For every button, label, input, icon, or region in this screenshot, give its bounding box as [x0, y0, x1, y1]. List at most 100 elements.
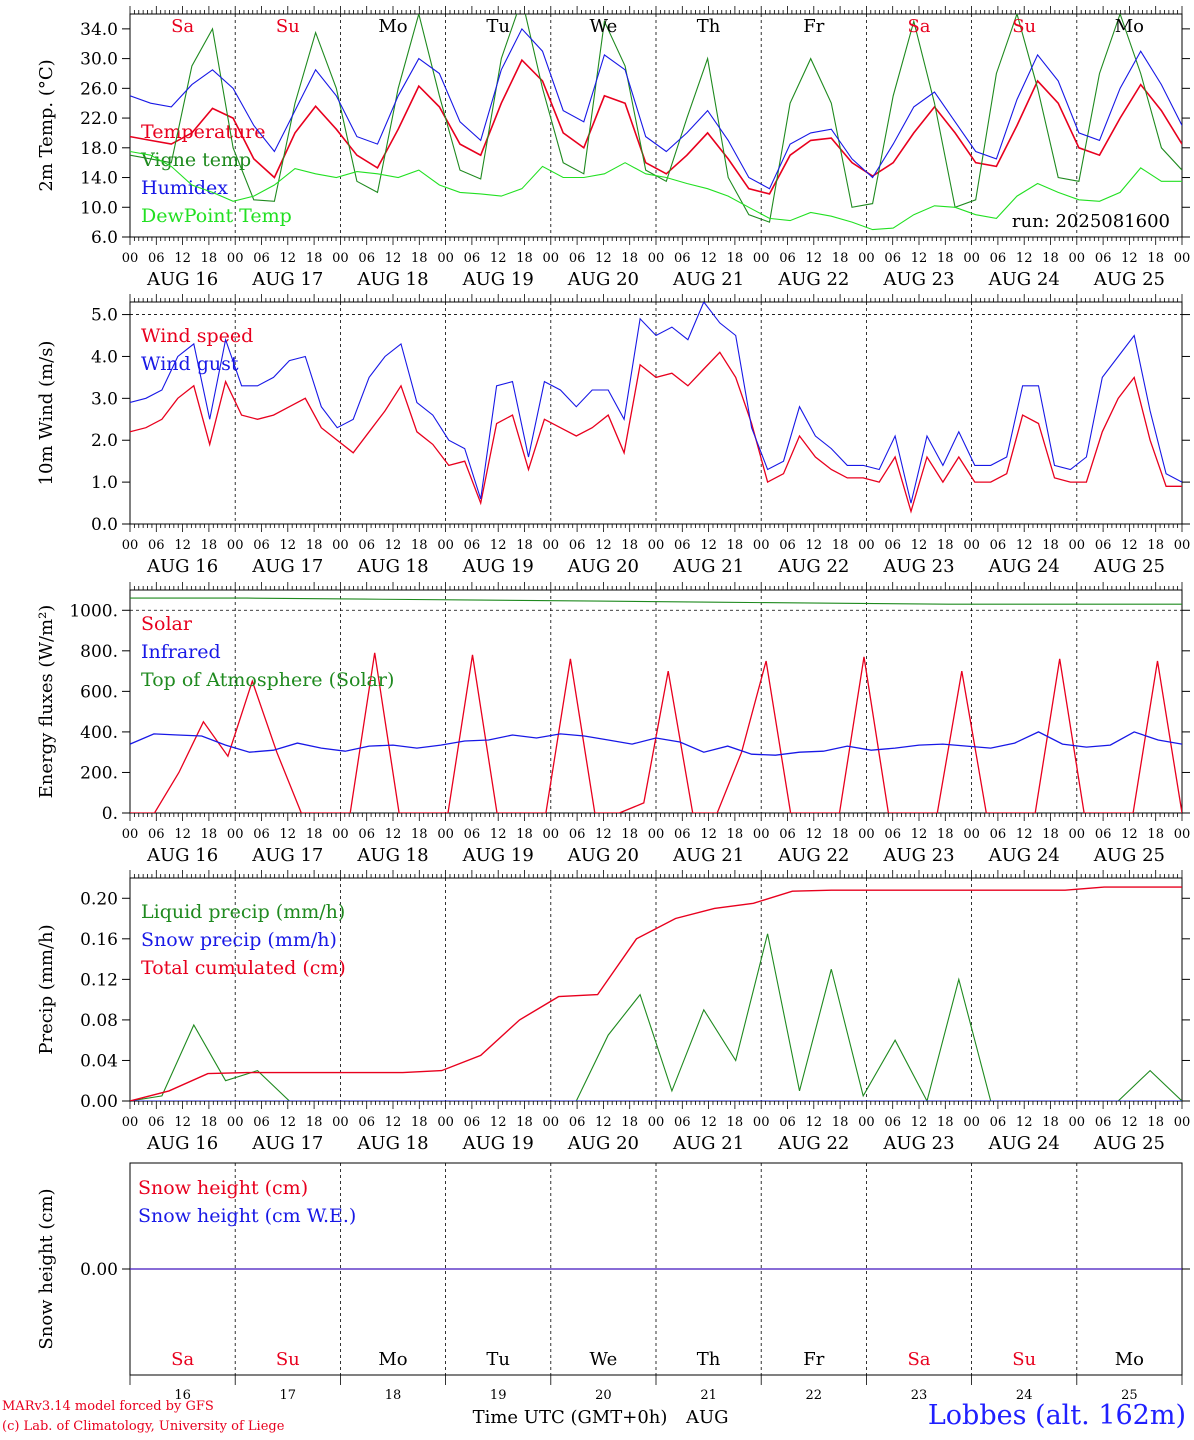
- hour-label: 00: [543, 538, 560, 553]
- hour-label: 06: [253, 1115, 270, 1130]
- hour-label: 18: [1042, 538, 1059, 553]
- date-label: AUG 18: [356, 845, 428, 866]
- day-name-label: Fr: [803, 16, 824, 37]
- hour-label: 12: [280, 827, 297, 842]
- hour-label: 06: [779, 251, 796, 266]
- hour-label: 18: [621, 1115, 638, 1130]
- hour-label: 06: [253, 827, 270, 842]
- date-label: AUG 25: [1093, 556, 1165, 577]
- date-label: AUG 18: [356, 1133, 428, 1154]
- y-tick-label: 0.12: [80, 970, 118, 990]
- hour-label: 06: [569, 538, 586, 553]
- hour-label: 00: [332, 251, 349, 266]
- legend-solar: Solar: [141, 613, 193, 635]
- hour-label: 12: [911, 251, 928, 266]
- y-tick-label: 0.00: [80, 1092, 118, 1112]
- hour-label: 18: [411, 251, 428, 266]
- y-tick-label: 2.0: [91, 431, 118, 451]
- date-label: AUG 17: [251, 269, 323, 290]
- hour-label: 00: [753, 827, 770, 842]
- y-tick-label: 600.: [80, 682, 118, 702]
- hour-label: 00: [753, 251, 770, 266]
- y-tick-label: 400.: [80, 723, 118, 743]
- day-name-label: We: [590, 16, 618, 37]
- hour-label: 12: [806, 1115, 823, 1130]
- y-tick-label: 10.0: [80, 198, 118, 218]
- hour-label: 00: [753, 1115, 770, 1130]
- hour-label: 06: [148, 251, 165, 266]
- series-line-liquid-precip-mm-h: [130, 933, 1182, 1101]
- hour-label: 06: [990, 827, 1007, 842]
- date-label: AUG 21: [672, 1133, 744, 1154]
- hour-label: 12: [385, 538, 402, 553]
- bottom-day-name: Sa: [171, 1349, 194, 1370]
- hour-label: 18: [832, 1115, 849, 1130]
- y-tick-label: 0.: [102, 804, 118, 824]
- y-axis-label: Snow height (cm): [36, 1188, 57, 1349]
- hour-label: 18: [1042, 251, 1059, 266]
- date-label: AUG 19: [462, 1133, 534, 1154]
- y-tick-label: 34.0: [80, 20, 118, 40]
- lab-credit: (c) Lab. of Climatology, University of L…: [2, 1419, 285, 1434]
- date-label: AUG 23: [882, 845, 954, 866]
- bottom-day-name: Fr: [803, 1349, 824, 1370]
- bottom-day-name: Tu: [486, 1349, 510, 1370]
- hour-label: 06: [569, 827, 586, 842]
- date-label: AUG 20: [567, 845, 639, 866]
- hour-label: 06: [779, 1115, 796, 1130]
- hour-label: 00: [963, 827, 980, 842]
- hour-label: 18: [1147, 827, 1164, 842]
- hour-label: 12: [174, 827, 191, 842]
- hour-label: 00: [543, 827, 560, 842]
- hour-label: 18: [727, 827, 744, 842]
- bottom-day-name: Th: [697, 1349, 721, 1370]
- hour-label: 06: [464, 538, 481, 553]
- hour-label: 06: [990, 251, 1007, 266]
- hour-label: 00: [858, 1115, 875, 1130]
- y-tick-label: 6.0: [91, 228, 118, 248]
- hour-label: 00: [437, 538, 454, 553]
- hour-label: 06: [148, 538, 165, 553]
- hour-label: 12: [1016, 538, 1033, 553]
- y-axis-label: Precip (mm/h): [36, 924, 57, 1054]
- hour-label: 12: [174, 1115, 191, 1130]
- hour-label: 00: [1174, 827, 1191, 842]
- hour-label: 06: [253, 538, 270, 553]
- day-name-label: Tu: [486, 16, 510, 37]
- legend-snow-height-cm-w-e: Snow height (cm W.E.): [138, 1205, 356, 1227]
- date-label: AUG 16: [146, 556, 218, 577]
- hour-label: 18: [621, 251, 638, 266]
- hour-label: 18: [1147, 251, 1164, 266]
- date-label: AUG 25: [1093, 1133, 1165, 1154]
- hour-label: 18: [621, 538, 638, 553]
- hour-label: 06: [253, 251, 270, 266]
- date-label: AUG 20: [567, 1133, 639, 1154]
- hour-label: 00: [858, 251, 875, 266]
- hour-label: 00: [437, 1115, 454, 1130]
- y-tick-label: 0.16: [80, 930, 118, 950]
- hour-label: 00: [1069, 251, 1086, 266]
- legend-wind-gust: Wind gust: [141, 353, 239, 375]
- date-label: AUG 21: [672, 556, 744, 577]
- hour-label: 06: [358, 1115, 375, 1130]
- hour-label: 18: [306, 1115, 323, 1130]
- y-tick-label: 18.0: [80, 139, 118, 159]
- hour-label: 06: [674, 827, 691, 842]
- hour-label: 06: [884, 251, 901, 266]
- x-axis-month: AUG: [685, 1407, 729, 1428]
- y-tick-label: 0.00: [80, 1260, 118, 1280]
- hour-label: 06: [1095, 538, 1112, 553]
- hour-label: 12: [385, 251, 402, 266]
- hour-label: 12: [595, 538, 612, 553]
- bottom-day-number: 23: [911, 1388, 928, 1403]
- y-tick-label: 1.0: [91, 473, 118, 493]
- hour-label: 12: [490, 827, 507, 842]
- hour-label: 06: [990, 1115, 1007, 1130]
- hour-label: 00: [543, 251, 560, 266]
- hour-label: 00: [1174, 251, 1191, 266]
- date-label: AUG 24: [988, 269, 1060, 290]
- hour-label: 00: [1069, 538, 1086, 553]
- date-label: AUG 22: [777, 845, 849, 866]
- bottom-day-number: 25: [1121, 1388, 1138, 1403]
- hour-label: 12: [911, 538, 928, 553]
